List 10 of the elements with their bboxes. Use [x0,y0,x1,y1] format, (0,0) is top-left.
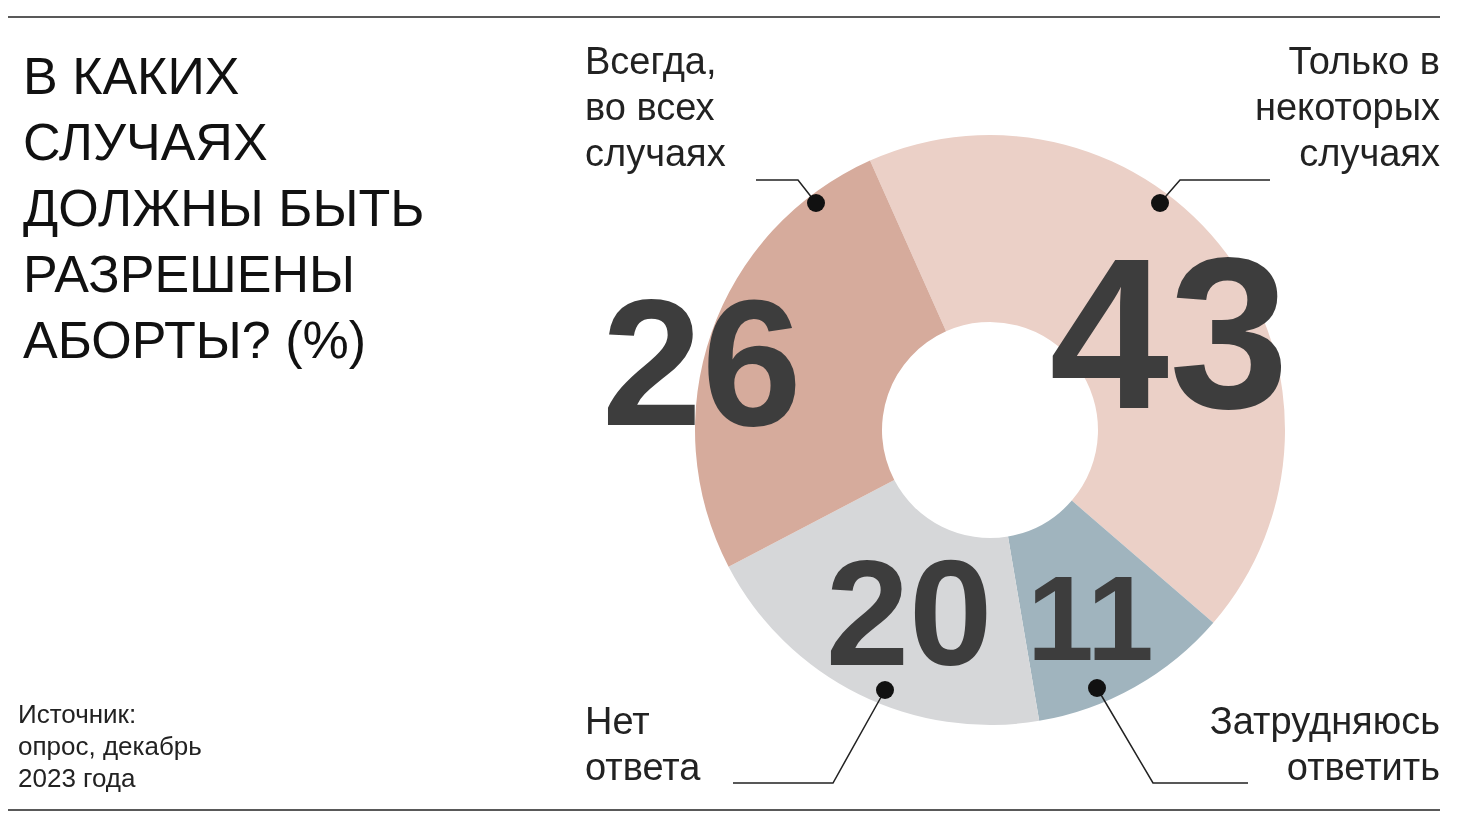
text: Источник: опрос, декабрь 2023 года [18,699,202,793]
slice-label: Всегда, во всех случаях [585,40,726,174]
data-label: 43 [1049,212,1289,454]
data-label: 26 [601,262,802,464]
data-label: 11 [1026,551,1154,686]
slice-label: Только в некоторых случаях [1254,40,1440,174]
slice-label: Затрудняюсь ответить [1209,700,1440,788]
slice-label: Нет ответа [585,700,702,788]
data-label: 20 [825,529,993,698]
text: В КАКИХ СЛУЧАЯХ ДОЛЖНЫ БЫТЬ РАЗРЕШЕНЫ АБОРТЫ? (%) [23,47,439,369]
